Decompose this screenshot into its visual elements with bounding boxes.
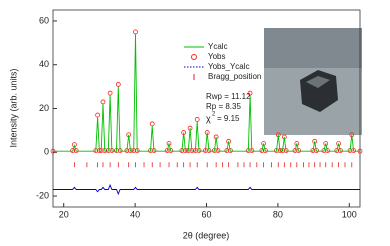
ycalc-line: [53, 34, 360, 152]
chi-superscript: 2: [212, 112, 216, 118]
photo-highlight: [306, 76, 330, 88]
yobs-point: [310, 148, 316, 153]
yobs-point: [115, 82, 121, 87]
yobs-point: [228, 148, 233, 153]
yobs-point: [247, 90, 253, 96]
x-tick-label: 20: [59, 209, 69, 219]
yobs-point: [263, 148, 268, 153]
difference-line: [53, 183, 360, 196]
photo-shade: [264, 28, 362, 68]
yobs-point: [168, 148, 174, 153]
chi-symbol: χ: [206, 113, 211, 123]
x-tick-label: 60: [201, 209, 211, 219]
legend-label: Yobs: [208, 52, 226, 61]
yobs-point: [95, 112, 101, 118]
yobs-point: [164, 148, 170, 153]
y-tick-label: -20: [36, 190, 49, 200]
yobs-point: [73, 148, 79, 153]
yobs-point: [314, 148, 319, 153]
y-tick-label: 60: [39, 15, 49, 25]
legend-swatch: [191, 54, 197, 60]
x-tick-label: 40: [130, 209, 140, 219]
annotation: Rp = 8.35: [206, 102, 241, 111]
yobs-point: [321, 148, 327, 153]
inset-photo: [264, 28, 362, 135]
yobs-point: [107, 90, 113, 96]
y-tick-label: 20: [39, 103, 49, 113]
yobs-point: [337, 148, 343, 153]
y-tick-label: 40: [39, 59, 49, 69]
yobs-point: [325, 148, 330, 153]
x-tick-label: 80: [273, 209, 283, 219]
yobs-point: [194, 117, 200, 122]
yobs-point: [334, 148, 340, 153]
annotation: Rwp = 11.12: [206, 92, 251, 101]
y-tick-label: 0: [44, 147, 49, 157]
x-axis-label: 2θ (degree): [183, 230, 230, 240]
yobs-point: [100, 99, 106, 105]
chi-value: = 9.15: [217, 114, 240, 123]
yobs-point: [70, 148, 76, 153]
x-tick-label: 100: [342, 209, 357, 219]
legend-label: Yobs_Ycalc: [208, 62, 250, 71]
legend-label: Bragg_position: [208, 72, 261, 81]
yobs-point: [292, 148, 298, 153]
yobs-point: [149, 121, 155, 127]
yobs-point: [296, 148, 302, 153]
y-axis-label: Intensity (arb. units): [8, 68, 18, 147]
yobs-point: [133, 29, 138, 35]
legend-label: Ycalc: [208, 42, 228, 51]
yobs-point: [259, 148, 265, 153]
